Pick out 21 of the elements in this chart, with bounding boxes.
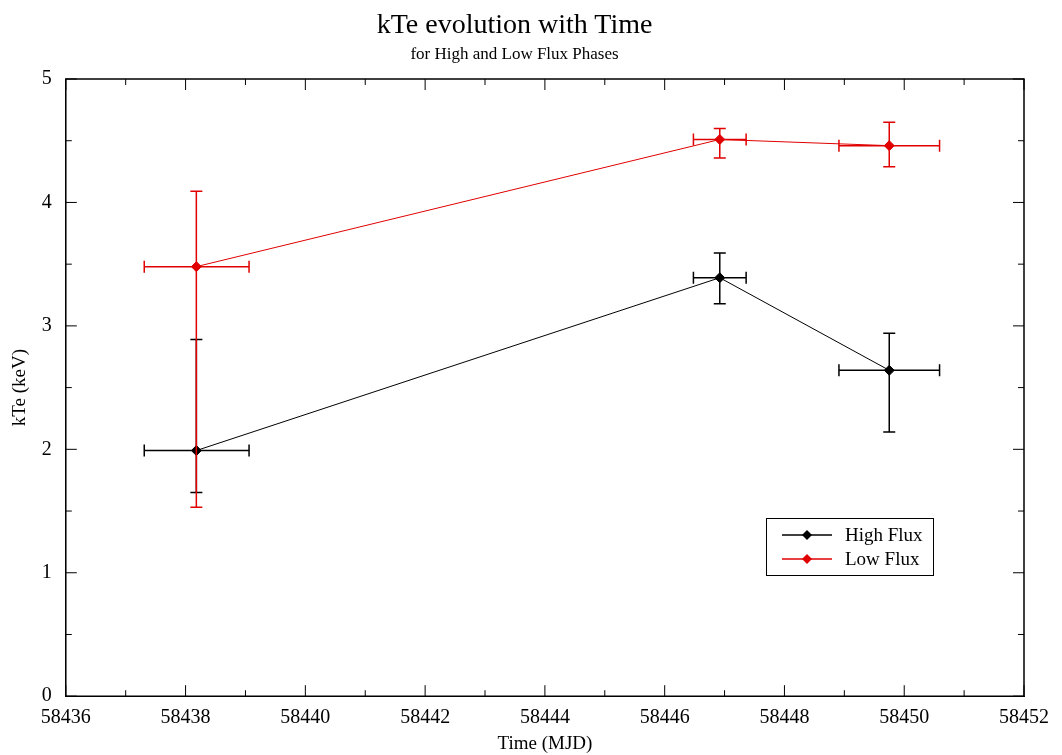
chart-subtitle: for High and Low Flux Phases bbox=[410, 44, 619, 64]
x-tick-label: 58444 bbox=[519, 705, 570, 728]
x-tick-label: 58442 bbox=[400, 705, 451, 728]
x-tick-label: 58452 bbox=[999, 705, 1049, 728]
y-tick-label: 5 bbox=[41, 66, 52, 89]
y-tick-label: 4 bbox=[41, 189, 52, 212]
x-tick-label: 58450 bbox=[879, 705, 930, 728]
y-tick-label: 2 bbox=[41, 436, 52, 459]
x-axis-title: Time (MJD) bbox=[497, 731, 593, 754]
x-tick-label: 58438 bbox=[160, 705, 211, 728]
y-axis-title: kTe (keV) bbox=[8, 348, 31, 427]
x-tick-label: 58436 bbox=[40, 705, 91, 728]
y-tick-label: 1 bbox=[41, 560, 52, 583]
x-tick-label: 58440 bbox=[280, 705, 331, 728]
legend-label: Low Flux bbox=[845, 547, 920, 572]
x-tick-label: 58448 bbox=[759, 705, 810, 728]
chart-title: kTe evolution with Time bbox=[376, 8, 653, 40]
x-tick-label: 58446 bbox=[639, 705, 690, 728]
y-tick-label: 3 bbox=[41, 313, 52, 336]
legend-label: High Flux bbox=[845, 523, 923, 548]
y-tick-label: 0 bbox=[41, 683, 52, 706]
